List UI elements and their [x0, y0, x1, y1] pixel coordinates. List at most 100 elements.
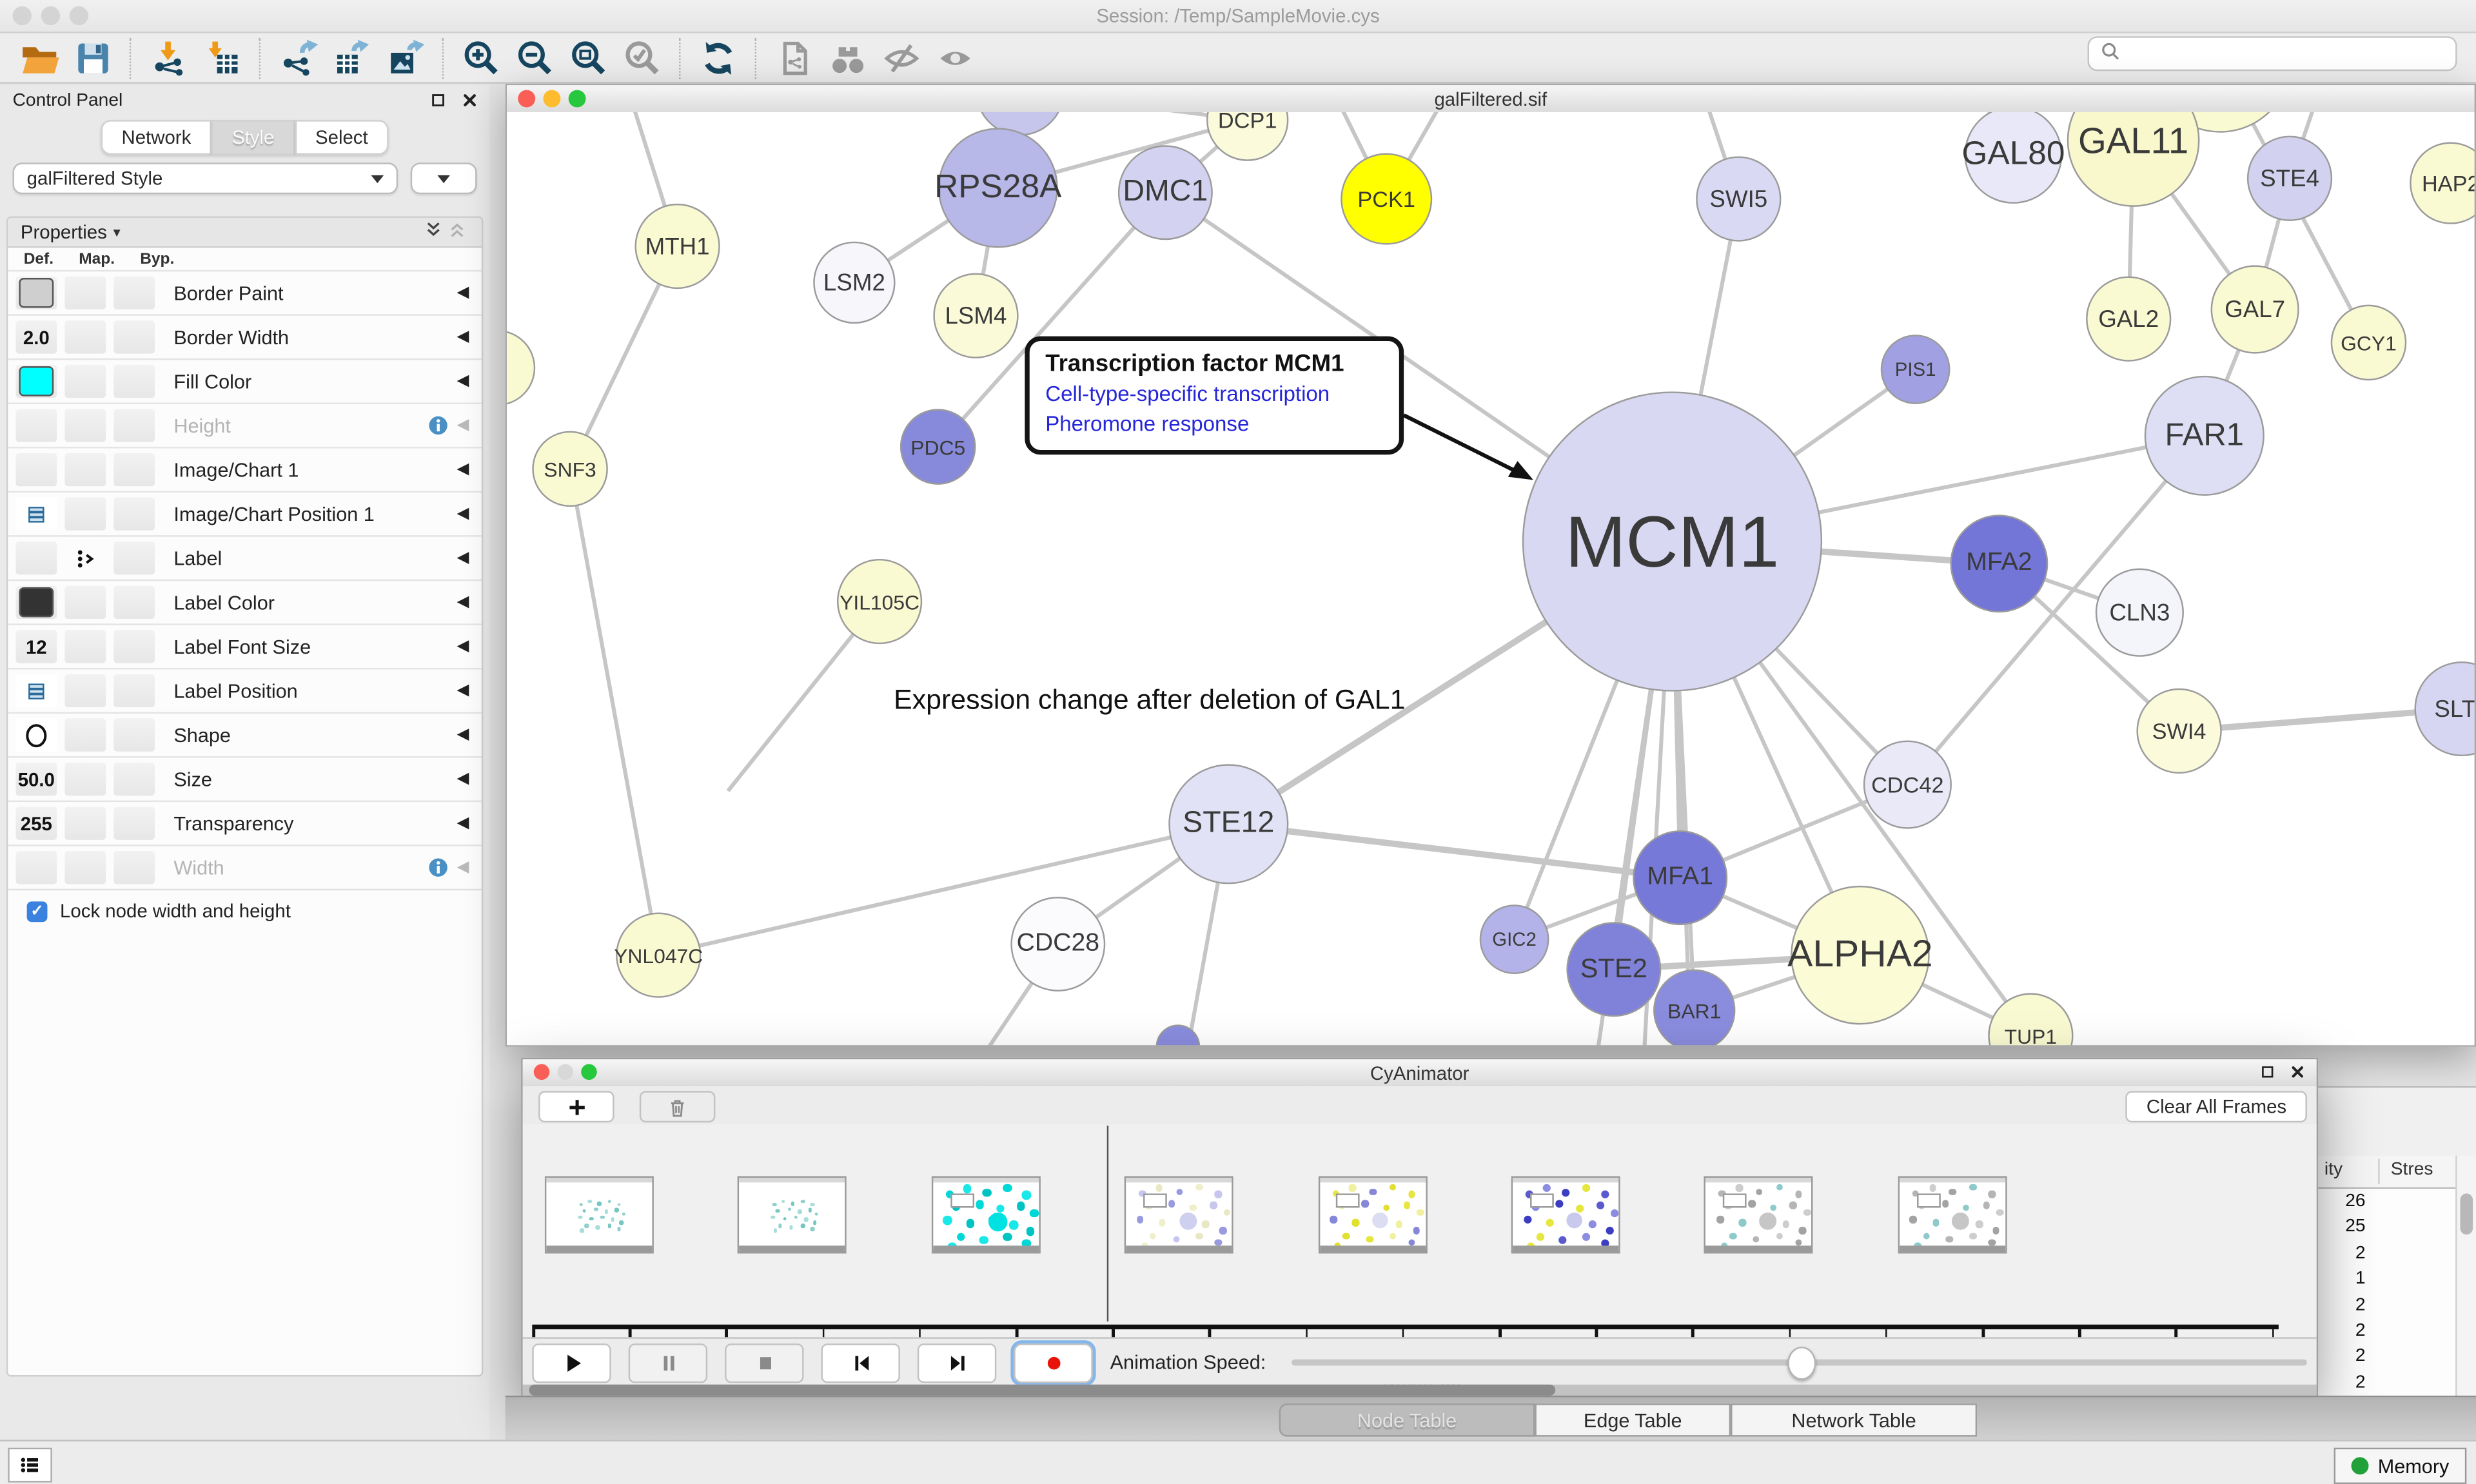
delete-frame-button[interactable] [639, 1091, 716, 1123]
network-node-alpha2[interactable]: ALPHA2 [1787, 885, 1933, 1025]
network-node-lsm2[interactable]: LSM2 [813, 241, 896, 324]
default-value-cell[interactable] [15, 851, 57, 884]
network-node-pis1[interactable]: PIS1 [1880, 335, 1950, 404]
bypass-cell[interactable] [113, 630, 155, 663]
network-node-gcy1[interactable]: GCY1 [2330, 304, 2407, 381]
default-value-cell[interactable]: 255 [15, 806, 57, 840]
timeline-playhead[interactable] [1107, 1126, 1109, 1322]
timeline-frame-0[interactable] [544, 1176, 654, 1254]
network-node-cdc28[interactable]: CDC28 [1010, 897, 1106, 991]
property-row[interactable]: 50.0 Size ◀ [8, 756, 482, 801]
default-value-cell[interactable] [15, 453, 57, 487]
traffic-light-icon[interactable] [581, 1064, 597, 1080]
pause-button[interactable] [628, 1343, 708, 1383]
traffic-light-icon[interactable] [533, 1064, 550, 1080]
property-row[interactable]: Fill Color ◀ [8, 358, 482, 403]
zoom-selected-button[interactable] [616, 35, 669, 80]
bypass-cell[interactable] [113, 409, 155, 442]
network-edge[interactable] [1228, 821, 1681, 881]
zoom-fit-button[interactable] [562, 35, 616, 80]
mapping-cell[interactable] [64, 851, 106, 884]
mapping-cell[interactable] [64, 674, 106, 708]
traffic-light-icon[interactable] [12, 6, 32, 26]
network-edge[interactable] [568, 468, 661, 956]
default-value-cell[interactable] [15, 542, 57, 575]
bypass-cell[interactable] [113, 762, 155, 796]
table-cell-value[interactable]: 2 [2318, 1292, 2457, 1318]
mapping-cell[interactable] [64, 762, 106, 796]
default-value-cell[interactable] [15, 585, 57, 620]
bypass-cell[interactable] [113, 718, 155, 752]
property-row[interactable]: Label ◀ [8, 535, 482, 580]
mapping-cell[interactable] [64, 320, 106, 354]
network-node-dmc1[interactable]: DMC1 [1117, 145, 1213, 240]
collapse-arrow-icon[interactable]: ◀ [457, 726, 469, 744]
clear-all-frames-button[interactable]: Clear All Frames [2126, 1091, 2307, 1123]
network-node-ste2[interactable]: STE2 [1566, 922, 1662, 1017]
speed-slider-knob[interactable] [1787, 1346, 1816, 1380]
bypass-cell[interactable] [113, 364, 155, 398]
collapse-arrow-icon[interactable]: ◀ [457, 814, 469, 832]
save-session-button[interactable] [66, 35, 120, 80]
mapping-cell[interactable] [64, 364, 106, 398]
bypass-cell[interactable] [113, 542, 155, 575]
timeline[interactable]: 0123456789Seconds [522, 1124, 2317, 1391]
network-node-gic2[interactable]: GIC2 [1479, 904, 1549, 975]
property-row[interactable]: Border Paint ◀ [8, 269, 482, 315]
timeline-frame-4[interactable] [1317, 1176, 1427, 1254]
property-row[interactable]: 2.0 Border Width ◀ [8, 314, 482, 358]
timeline-frame-1[interactable] [738, 1176, 847, 1254]
first-neighbors-button[interactable] [821, 35, 874, 80]
export-network-button[interactable] [271, 35, 325, 80]
traffic-light-icon[interactable] [41, 6, 61, 26]
network-node-pdc5[interactable]: PDC5 [899, 409, 976, 485]
network-node-rps28a[interactable]: RPS28A [934, 128, 1061, 248]
network-edge[interactable] [936, 191, 1167, 449]
scrollbar-thumb[interactable] [2460, 1193, 2473, 1235]
mapping-cell[interactable] [64, 718, 106, 752]
bypass-cell[interactable] [113, 851, 155, 884]
network-node-hap2[interactable]: HAP2 [2410, 142, 2475, 224]
mapping-cell[interactable] [64, 276, 106, 310]
traffic-light-icon[interactable] [568, 90, 586, 108]
network-node-cln3[interactable]: CLN3 [2095, 568, 2184, 657]
collapse-arrow-icon[interactable]: ◀ [457, 328, 469, 346]
export-table-button[interactable] [325, 35, 378, 80]
traffic-light-icon[interactable] [543, 90, 561, 108]
import-table-button[interactable] [196, 35, 250, 80]
property-row[interactable]: Image/Chart Position 1 ◀ [8, 491, 482, 536]
expand-all-icon[interactable] [422, 218, 446, 246]
mapping-cell[interactable] [64, 497, 106, 531]
cyanimator-titlebar[interactable]: CyAnimator [522, 1059, 2317, 1088]
network-node-swi5[interactable]: SWI5 [1696, 156, 1782, 242]
close-panel-icon[interactable] [460, 90, 480, 115]
mapping-cell[interactable] [64, 542, 106, 574]
collapse-arrow-icon[interactable]: ◀ [457, 638, 469, 656]
default-value-cell[interactable] [15, 718, 57, 752]
network-node-mcm1[interactable]: MCM1 [1522, 391, 1823, 692]
scrollbar-thumb[interactable] [529, 1384, 1556, 1396]
network-node-ste12[interactable]: STE12 [1168, 764, 1289, 884]
table-cell-value[interactable]: 2 [2318, 1240, 2457, 1267]
table-cell-value[interactable]: 2 [2318, 1318, 2457, 1344]
network-node-lsm4[interactable]: LSM4 [933, 273, 1019, 358]
timeline-frame-2[interactable] [931, 1176, 1041, 1254]
stop-button[interactable] [725, 1343, 804, 1383]
import-network-button[interactable] [142, 35, 195, 80]
zoom-in-button[interactable] [455, 35, 508, 80]
table-cell-value[interactable]: 25 [2318, 1215, 2457, 1241]
annotation-box[interactable]: Transcription factor MCM1 Cell-type-spec… [1025, 336, 1404, 454]
window-controls[interactable] [12, 6, 89, 26]
skip-start-button[interactable] [821, 1343, 900, 1383]
timeline-scrollbar[interactable] [522, 1384, 2317, 1396]
network-node-yil105c[interactable]: YIL105C [836, 558, 923, 645]
refresh-view-button[interactable] [692, 35, 745, 80]
network-node-snf3[interactable]: SNF3 [532, 431, 608, 507]
show-all-button[interactable] [928, 35, 982, 80]
network-node-ste4[interactable]: STE4 [2246, 135, 2333, 221]
table-scrollbar[interactable] [2455, 1155, 2476, 1398]
close-panel-icon[interactable] [2288, 1062, 2307, 1086]
network-edge[interactable] [1906, 434, 2206, 786]
skip-end-button[interactable] [917, 1343, 997, 1383]
bypass-cell[interactable] [113, 585, 155, 620]
